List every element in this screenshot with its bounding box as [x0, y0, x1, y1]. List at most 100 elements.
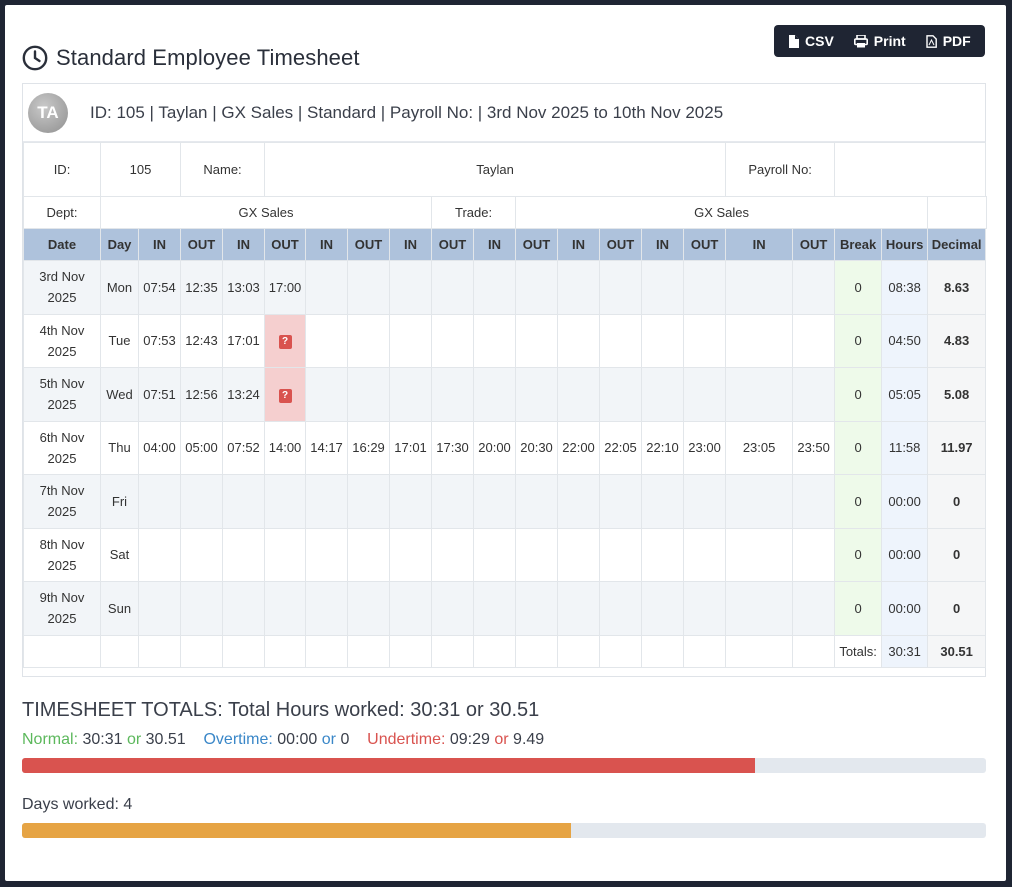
blank-cell	[725, 634, 794, 668]
or-text: or	[126, 731, 142, 748]
file-icon	[789, 34, 799, 48]
time-cell: 07:52	[222, 420, 266, 475]
time-cell	[473, 367, 517, 422]
blank-cell	[137, 634, 182, 668]
time-cell	[725, 313, 794, 368]
time-cell	[515, 367, 559, 422]
days-progress-bar	[22, 823, 986, 838]
time-cell	[473, 474, 517, 529]
time-cell	[347, 367, 391, 422]
time-cell: 23:05	[725, 420, 794, 475]
employee-header: TA ID: 105 | Taylan | GX Sales | Standar…	[23, 84, 985, 142]
time-cell	[557, 367, 601, 422]
blank-cell	[792, 634, 836, 668]
column-header: IN	[641, 228, 685, 261]
time-cell	[792, 527, 836, 582]
time-cell	[222, 474, 266, 529]
time-cell	[725, 367, 794, 422]
time-cell	[725, 527, 794, 582]
date-cell: 4th Nov 2025	[23, 313, 101, 368]
blank-cell	[515, 634, 559, 668]
table-row: 6th Nov 2025 Thu 04:00 05:00 07:52 14:00 14:17…	[23, 420, 987, 475]
missing-punch-badge[interactable]: ?	[278, 335, 292, 350]
blank-cell	[347, 634, 391, 668]
trade-value: GX Sales	[515, 196, 929, 229]
time-cell: 23:00	[683, 420, 727, 475]
time-cell: 23:50	[792, 420, 836, 475]
time-cell	[599, 527, 643, 582]
time-cell	[641, 581, 685, 636]
dept-value: GX Sales	[99, 196, 433, 229]
break-cell: 0	[834, 420, 883, 475]
time-cell	[725, 260, 794, 315]
hours-cell: 00:00	[881, 527, 929, 582]
day-cell: Sat	[100, 527, 139, 582]
time-cell	[557, 260, 601, 315]
hours-cell: 00:00	[881, 474, 929, 529]
hours-cell: 05:05	[881, 367, 929, 422]
time-cell	[389, 260, 433, 315]
time-cell	[792, 581, 836, 636]
time-cell: 07:53	[137, 313, 182, 368]
timesheet-table: ID: 105 Name: Taylan Payroll No: Dept: G…	[23, 142, 987, 668]
time-cell	[683, 474, 727, 529]
decimal-cell: 8.63	[927, 260, 987, 315]
table-row: 9th Nov 2025 Sun 0 00:00 0	[23, 581, 987, 636]
time-cell	[389, 527, 433, 582]
avatar: TA	[28, 92, 68, 133]
time-cell	[389, 474, 433, 529]
time-cell	[683, 527, 727, 582]
time-cell	[431, 367, 475, 422]
time-cell	[431, 581, 475, 636]
column-header: OUT	[599, 228, 643, 261]
totals-hours: 30:31	[881, 634, 929, 668]
column-header: Decimal	[927, 228, 987, 261]
time-cell: 20:30	[515, 420, 559, 475]
time-cell	[180, 527, 224, 582]
time-cell	[347, 313, 391, 368]
date-cell: 8th Nov 2025	[23, 527, 101, 582]
decimal-cell: 0	[927, 474, 987, 529]
blank-cell	[23, 634, 101, 668]
or-text: or	[494, 731, 509, 748]
time-cell	[792, 367, 836, 422]
column-header-row: Date Day IN OUT IN OUT IN OUT IN OUT IN OUT IN OUT IN O…	[23, 228, 987, 261]
time-cell: 13:03	[222, 260, 266, 315]
day-cell: Tue	[100, 313, 139, 368]
blank-cell	[473, 634, 517, 668]
time-cell: 04:00	[137, 420, 182, 475]
time-cell	[305, 367, 349, 422]
time-cell	[641, 260, 685, 315]
totals-row: Totals: 30:31 30.51	[23, 634, 987, 668]
time-cell	[305, 260, 349, 315]
time-cell: 17:01	[389, 420, 433, 475]
day-cell: Sun	[100, 581, 139, 636]
time-cell: 14:00	[264, 420, 307, 475]
pdf-file-icon	[925, 34, 937, 48]
time-cell: 16:29	[347, 420, 391, 475]
print-button[interactable]: Print	[844, 25, 916, 57]
time-cell: 22:05	[599, 420, 643, 475]
undertime-label: Undertime:	[367, 731, 446, 748]
undertime-dec: 9.49	[513, 731, 545, 748]
blank-cell	[927, 196, 987, 229]
blank-cell	[389, 634, 433, 668]
time-cell	[305, 527, 349, 582]
time-cell	[599, 474, 643, 529]
missing-punch-badge[interactable]: ?	[278, 388, 292, 403]
time-cell: 17:01	[222, 313, 266, 368]
time-cell	[347, 474, 391, 529]
time-cell: 17:00	[264, 260, 307, 315]
time-cell	[473, 313, 517, 368]
time-cell	[264, 474, 307, 529]
totals-decimal: 30.51	[927, 634, 987, 668]
csv-button[interactable]: CSV	[778, 25, 844, 57]
time-cell	[389, 367, 433, 422]
blank-cell	[222, 634, 266, 668]
overtime-label: Overtime:	[203, 731, 273, 748]
time-cell	[557, 474, 601, 529]
time-cell	[599, 367, 643, 422]
blank-cell	[180, 634, 224, 668]
hours-cell: 04:50	[881, 313, 929, 368]
pdf-button[interactable]: PDF	[916, 25, 981, 57]
